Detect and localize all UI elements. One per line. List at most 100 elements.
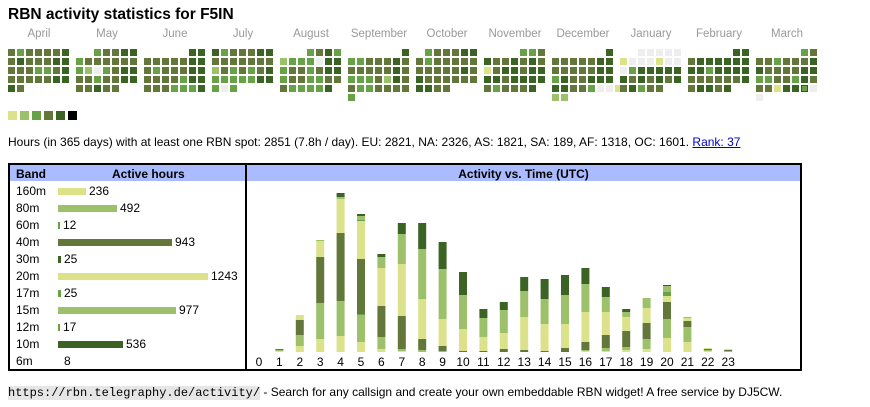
- calendar-day[interactable]: [665, 67, 672, 74]
- calendar-day[interactable]: [484, 76, 491, 83]
- calendar-day[interactable]: [792, 58, 799, 65]
- calendar-day[interactable]: [375, 67, 382, 74]
- calendar-day[interactable]: [647, 85, 654, 92]
- calendar-day[interactable]: [520, 67, 527, 74]
- calendar-day[interactable]: [53, 49, 60, 56]
- calendar-day[interactable]: [561, 94, 568, 101]
- calendar-day[interactable]: [810, 76, 817, 83]
- calendar-day[interactable]: [416, 85, 423, 92]
- calendar-day[interactable]: [230, 85, 237, 92]
- calendar-day[interactable]: [629, 85, 636, 92]
- calendar-day[interactable]: [8, 76, 15, 83]
- calendar-day[interactable]: [638, 67, 645, 74]
- calendar-day[interactable]: [144, 67, 151, 74]
- calendar-day[interactable]: [706, 67, 713, 74]
- calendar-day[interactable]: [153, 58, 160, 65]
- calendar-day[interactable]: [17, 58, 24, 65]
- calendar-day[interactable]: [121, 76, 128, 83]
- calendar-day[interactable]: [470, 49, 477, 56]
- calendar-day[interactable]: [53, 67, 60, 74]
- calendar-day[interactable]: [552, 58, 559, 65]
- calendar-day[interactable]: [638, 58, 645, 65]
- calendar-day[interactable]: [416, 76, 423, 83]
- calendar-day[interactable]: [212, 67, 219, 74]
- calendar-day[interactable]: [121, 58, 128, 65]
- calendar-day[interactable]: [94, 49, 101, 56]
- calendar-day[interactable]: [44, 67, 51, 74]
- calendar-day[interactable]: [112, 49, 119, 56]
- calendar-day[interactable]: [357, 67, 364, 74]
- calendar-day[interactable]: [307, 85, 314, 92]
- calendar-day[interactable]: [434, 49, 441, 56]
- calendar-day[interactable]: [248, 76, 255, 83]
- calendar-day[interactable]: [162, 85, 169, 92]
- calendar-day[interactable]: [85, 85, 92, 92]
- calendar-day[interactable]: [810, 49, 817, 56]
- calendar-day[interactable]: [298, 58, 305, 65]
- calendar-day[interactable]: [511, 58, 518, 65]
- calendar-day[interactable]: [529, 85, 536, 92]
- calendar-day[interactable]: [697, 67, 704, 74]
- calendar-day[interactable]: [144, 76, 151, 83]
- calendar-day[interactable]: [493, 67, 500, 74]
- calendar-day[interactable]: [756, 67, 763, 74]
- calendar-day[interactable]: [239, 49, 246, 56]
- calendar-day[interactable]: [17, 49, 24, 56]
- calendar-day[interactable]: [112, 76, 119, 83]
- calendar-day[interactable]: [62, 49, 69, 56]
- calendar-day[interactable]: [665, 58, 672, 65]
- calendar-day[interactable]: [393, 58, 400, 65]
- calendar-day[interactable]: [715, 85, 722, 92]
- calendar-day[interactable]: [85, 67, 92, 74]
- calendar-day[interactable]: [561, 85, 568, 92]
- calendar-day[interactable]: [493, 85, 500, 92]
- calendar-day[interactable]: [756, 94, 763, 101]
- calendar-day[interactable]: [189, 67, 196, 74]
- calendar-day[interactable]: [756, 76, 763, 83]
- calendar-day[interactable]: [665, 49, 672, 56]
- calendar-day[interactable]: [774, 85, 781, 92]
- calendar-day[interactable]: [425, 76, 432, 83]
- calendar-day[interactable]: [248, 49, 255, 56]
- calendar-day[interactable]: [724, 85, 731, 92]
- calendar-day[interactable]: [615, 85, 622, 92]
- calendar-day[interactable]: [588, 67, 595, 74]
- calendar-day[interactable]: [375, 58, 382, 65]
- calendar-day[interactable]: [366, 76, 373, 83]
- calendar-day[interactable]: [162, 67, 169, 74]
- calendar-day[interactable]: [325, 67, 332, 74]
- calendar-day[interactable]: [733, 58, 740, 65]
- calendar-day[interactable]: [656, 67, 663, 74]
- calendar-day[interactable]: [561, 58, 568, 65]
- calendar-day[interactable]: [724, 67, 731, 74]
- calendar-day[interactable]: [588, 58, 595, 65]
- calendar-day[interactable]: [289, 76, 296, 83]
- calendar-day[interactable]: [266, 76, 273, 83]
- calendar-day[interactable]: [221, 76, 228, 83]
- calendar-day[interactable]: [552, 67, 559, 74]
- calendar-day[interactable]: [130, 76, 137, 83]
- calendar-day[interactable]: [334, 67, 341, 74]
- calendar-day[interactable]: [334, 58, 341, 65]
- calendar-day[interactable]: [665, 76, 672, 83]
- calendar-day[interactable]: [443, 85, 450, 92]
- calendar-day[interactable]: [597, 85, 604, 92]
- calendar-day[interactable]: [706, 76, 713, 83]
- calendar-day[interactable]: [393, 85, 400, 92]
- calendar-day[interactable]: [638, 85, 645, 92]
- calendar-day[interactable]: [189, 85, 196, 92]
- calendar-day[interactable]: [638, 49, 645, 56]
- calendar-day[interactable]: [647, 67, 654, 74]
- calendar-day[interactable]: [85, 58, 92, 65]
- calendar-day[interactable]: [325, 76, 332, 83]
- calendar-day[interactable]: [357, 58, 364, 65]
- calendar-day[interactable]: [44, 58, 51, 65]
- calendar-day[interactable]: [316, 67, 323, 74]
- calendar-day[interactable]: [715, 76, 722, 83]
- calendar-day[interactable]: [715, 58, 722, 65]
- calendar-day[interactable]: [783, 67, 790, 74]
- calendar-day[interactable]: [325, 49, 332, 56]
- calendar-day[interactable]: [416, 67, 423, 74]
- calendar-day[interactable]: [452, 49, 459, 56]
- calendar-day[interactable]: [402, 58, 409, 65]
